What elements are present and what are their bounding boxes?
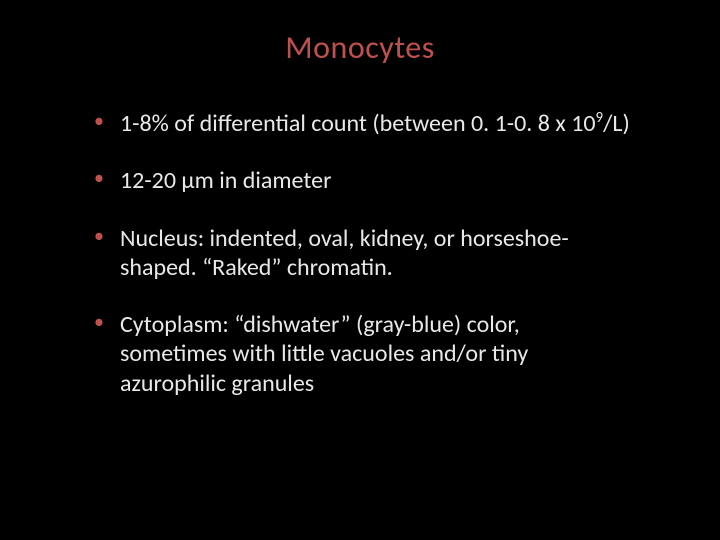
bullet-list: 1-8% of differential count (between 0. 1… [60,109,660,398]
slide: Monocytes 1-8% of differential count (be… [0,0,720,540]
bullet-item: Nucleus: indented, oval, kidney, or hors… [120,224,630,283]
bullet-item: Cytoplasm: “dishwater” (gray-blue) color… [120,310,630,398]
bullet-item: 1-8% of differential count (between 0. 1… [120,109,630,138]
bullet-item: 12-20 µm in diameter [120,166,630,195]
slide-title: Monocytes [60,28,660,67]
